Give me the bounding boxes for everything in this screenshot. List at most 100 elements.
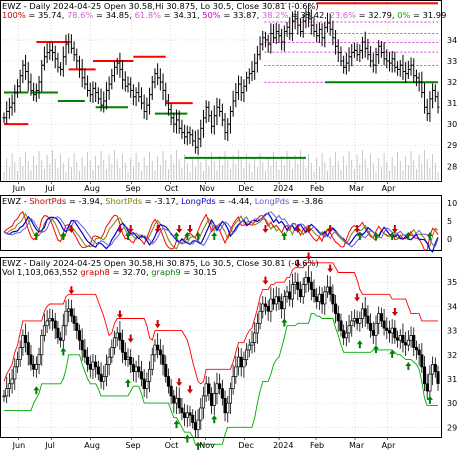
- candle-body: [369, 322, 373, 331]
- candle-body: [347, 325, 351, 334]
- x-tick-label: Nov: [199, 441, 215, 450]
- sell-arrow: [391, 225, 398, 233]
- candle-body: [377, 313, 381, 324]
- sell-arrow: [294, 225, 301, 233]
- candle-body: [42, 325, 46, 336]
- candle-body: [72, 315, 76, 324]
- candle-body: [156, 344, 160, 351]
- candle-body: [404, 342, 408, 346]
- candle-body: [428, 373, 432, 392]
- candle-body: [247, 344, 251, 351]
- candle-body: [285, 291, 289, 298]
- candle-body: [15, 359, 20, 368]
- candle-body: [406, 339, 410, 346]
- candle-body: [48, 318, 52, 322]
- buy-arrow: [125, 232, 131, 240]
- candle-body: [193, 422, 197, 431]
- sell-arrow: [327, 225, 334, 233]
- y-tick-label: 0: [447, 235, 452, 244]
- sell-arrow: [327, 264, 334, 273]
- x-tick-label: Jul: [44, 441, 55, 450]
- candle-body: [422, 366, 427, 385]
- sell-arrow: [127, 334, 134, 343]
- candle-body: [387, 330, 392, 334]
- candle-body: [366, 315, 370, 324]
- candle-body: [112, 337, 117, 348]
- candle-body: [123, 351, 127, 360]
- candle-body: [309, 281, 313, 290]
- candle-body: [398, 335, 402, 341]
- candle-body: [414, 347, 418, 351]
- candle-body: [379, 313, 383, 322]
- candle-body: [26, 342, 30, 356]
- candle-body: [436, 371, 440, 384]
- sell-arrow: [305, 252, 312, 261]
- candle-body: [250, 342, 254, 346]
- graph8-line: [3, 262, 438, 385]
- candle-body: [266, 306, 270, 312]
- sell-arrow: [116, 310, 123, 319]
- candle-body: [382, 320, 386, 329]
- candle-body: [158, 349, 162, 356]
- sell-arrow: [262, 276, 269, 285]
- candle-body: [164, 364, 168, 377]
- candle-body: [218, 383, 222, 389]
- candle-body: [83, 349, 87, 358]
- candle-body: [2, 395, 6, 398]
- buy-arrow: [356, 232, 363, 240]
- y-tick-label: 31: [447, 375, 457, 384]
- candle-body: [304, 277, 308, 285]
- candle-body: [110, 347, 114, 358]
- candle-body: [358, 318, 362, 324]
- candle-body: [355, 318, 359, 324]
- candle-body: [172, 395, 176, 404]
- buy-arrow: [389, 349, 396, 358]
- y-tick-label: 35: [447, 278, 457, 287]
- x-tick-label: Mar: [349, 184, 365, 193]
- candle-body: [307, 277, 311, 283]
- candle-body: [37, 354, 41, 365]
- candle-body: [298, 289, 303, 298]
- candle-body: [61, 325, 65, 341]
- candle-body: [104, 364, 108, 377]
- shortpds-line: [3, 210, 439, 251]
- candle-body: [177, 397, 181, 409]
- buy-arrow: [426, 232, 433, 240]
- y-tick-label: 32: [447, 78, 457, 87]
- sell-arrow: [68, 286, 75, 295]
- y-tick-label: 34: [447, 36, 457, 45]
- x-tick-label: Feb: [310, 441, 324, 450]
- candle-body: [385, 327, 389, 331]
- x-tick-label: Apr: [382, 441, 397, 450]
- candle-body: [342, 330, 346, 339]
- x-tick-label: Nov: [199, 184, 215, 193]
- price-chart-title: EWZ - Daily 2024-04-25 Open 30.58,Hi 30.…: [2, 1, 319, 11]
- candle-body: [139, 371, 144, 380]
- fib-legend: 100% = 35.74, 78.6% = 34.85, 61.8% = 34.…: [2, 10, 446, 20]
- candle-body: [336, 313, 340, 322]
- buy-arrow: [60, 232, 67, 240]
- candle-body: [360, 308, 365, 319]
- sell-arrow: [187, 385, 193, 394]
- candle-body: [350, 320, 354, 327]
- candle-body: [5, 388, 9, 397]
- y-tick-label: 31: [447, 99, 457, 108]
- candle-body: [371, 330, 375, 336]
- buy-arrow: [356, 340, 363, 349]
- buy-arrow: [211, 415, 218, 424]
- buy-arrow: [426, 395, 433, 404]
- y-tick-label: 34: [447, 302, 457, 311]
- candle-body: [344, 332, 348, 339]
- candle-body: [34, 364, 38, 370]
- candle-body: [269, 298, 273, 312]
- sell-arrow: [116, 225, 123, 233]
- candle-body: [433, 364, 437, 373]
- candle-body: [102, 376, 106, 382]
- buy-arrow: [405, 232, 412, 240]
- x-tick-label: Dec: [238, 184, 253, 193]
- candle-body: [320, 293, 324, 305]
- candle-body: [323, 291, 327, 305]
- buy-arrow: [281, 318, 288, 327]
- candle-body: [7, 383, 11, 389]
- candle-body: [137, 366, 141, 373]
